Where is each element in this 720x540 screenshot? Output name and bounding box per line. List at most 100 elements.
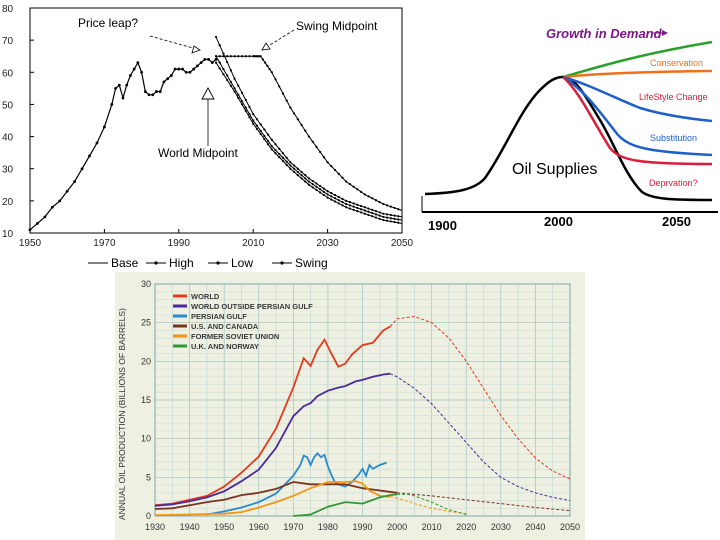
low-point (248, 116, 251, 119)
x-tick-label: 2050 (662, 214, 691, 229)
growth-in-demand-pointer-head (662, 30, 668, 36)
history-point (121, 96, 125, 100)
base-point (300, 174, 303, 177)
low-point (341, 204, 344, 207)
base-point (237, 93, 240, 96)
swing-point (341, 176, 344, 179)
annotation-swing-midpoint: Swing Midpoint (296, 19, 378, 33)
deprivation-label: Deprvation? (649, 178, 698, 188)
base-point (293, 167, 296, 170)
legend-label: High (169, 256, 194, 270)
y-tick-label: 15 (141, 395, 151, 405)
history-point (158, 90, 162, 93)
base-point (226, 74, 229, 77)
base-point (337, 199, 340, 202)
high-point (397, 215, 400, 218)
y-tick-label: 0 (146, 511, 151, 521)
base-point (296, 170, 299, 174)
legend-label: Swing (295, 256, 328, 270)
series-1-line (154, 372, 391, 507)
high-point (300, 170, 303, 174)
low-point (333, 200, 337, 203)
x-tick-label: 2010 (422, 522, 442, 532)
low-point (240, 103, 244, 106)
low-point (386, 219, 389, 222)
base-point (233, 87, 236, 90)
low-point (289, 167, 292, 170)
high-point (374, 210, 378, 213)
base-point (348, 204, 352, 207)
low-point (214, 61, 218, 64)
swing-point (244, 55, 247, 58)
history-point (125, 83, 129, 87)
low-point (345, 206, 348, 209)
legend-marker (154, 261, 158, 265)
high-point (378, 211, 381, 214)
high-point (278, 147, 281, 150)
low-point (326, 196, 329, 199)
low-point (352, 208, 355, 211)
legend-label: Base (111, 256, 139, 270)
swing-point (289, 106, 292, 109)
x-tick-label: 2000 (544, 214, 573, 229)
high-point (345, 199, 348, 202)
swing-point (386, 204, 389, 207)
low-point (322, 193, 325, 197)
low-point (378, 217, 381, 220)
history-point (136, 61, 140, 65)
series-5-projection-line (397, 493, 467, 515)
annotation-world-midpoint-arrowhead (201, 87, 215, 100)
high-point (367, 207, 370, 210)
x-tick-label: 1950 (214, 522, 234, 532)
low-point (397, 221, 400, 224)
low-point (315, 188, 318, 192)
low-point (348, 207, 352, 210)
high-point (293, 164, 296, 167)
y-tick-label: 70 (2, 36, 14, 47)
high-point (214, 35, 218, 39)
supply-curve-line (424, 75, 713, 202)
high-point (266, 133, 270, 136)
swing-point (322, 156, 325, 159)
legend-label: WORLD (191, 292, 220, 301)
high-point (386, 213, 389, 216)
history-point (114, 86, 117, 90)
swing-point (319, 150, 322, 154)
x-tick-label: 2050 (391, 238, 414, 249)
base-point (222, 67, 225, 71)
history-point (50, 205, 54, 209)
swing-point (268, 67, 271, 71)
low-point (252, 122, 255, 125)
legend-marker (216, 261, 220, 265)
swing-point (296, 118, 299, 121)
legend-label: FORMER SOVIET UNION (191, 332, 279, 341)
base-point (333, 197, 337, 200)
base-point (367, 210, 370, 213)
history-point (110, 103, 114, 106)
legend: Base High Low Swing (88, 256, 328, 270)
base-point (326, 193, 329, 196)
base-point (382, 215, 385, 219)
base-point (259, 129, 262, 132)
plot-frame (154, 283, 571, 517)
history-series-line (29, 58, 217, 231)
oil-supplies-plot: Growth in Demand Conservation LifeStyle … (421, 26, 718, 233)
history-point (203, 58, 207, 61)
x-tick-label: 1990 (352, 522, 372, 532)
growth-in-demand-line (562, 40, 713, 79)
legend-marker (280, 261, 284, 265)
high-point (319, 184, 322, 188)
lifestyle-change-line (562, 75, 713, 123)
annual-oil-production-plot: 0 5 10 15 20 25 30 1930 1940 1950 1960 1970 1980 199… (117, 279, 580, 532)
swing-point (371, 197, 374, 200)
x-tick-label: 1980 (318, 522, 338, 532)
high-point (326, 190, 329, 193)
base-point (359, 208, 363, 211)
low-point (359, 211, 363, 214)
history-point (28, 228, 32, 232)
x-tick-label: 2030 (316, 238, 339, 249)
low-point (233, 90, 236, 93)
base-point (374, 213, 378, 216)
x-tick-label: 1990 (168, 238, 191, 249)
swing-series-line (216, 55, 403, 211)
